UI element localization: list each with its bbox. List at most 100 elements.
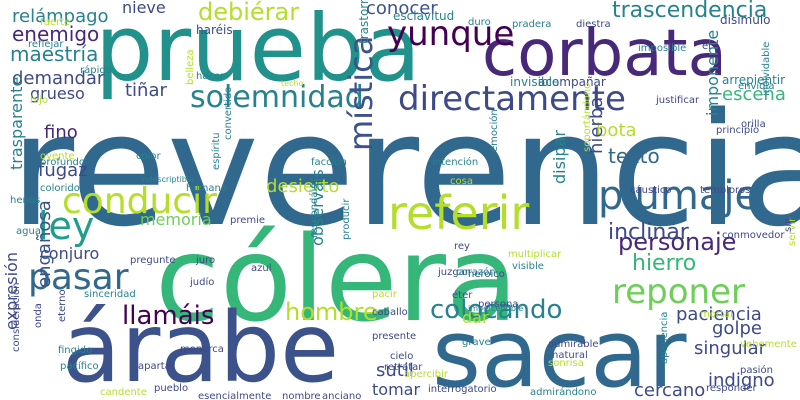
word-68: duro xyxy=(468,17,491,28)
word-81: facción xyxy=(311,157,347,168)
word-116: onda xyxy=(33,303,44,328)
word-0: reverencia xyxy=(10,79,800,261)
word-84: soportándono xyxy=(582,82,593,152)
word-121: presente xyxy=(372,331,417,342)
word-17: hombre xyxy=(285,298,378,326)
word-56: trastorno xyxy=(357,0,371,44)
word-134: interrogatorio xyxy=(428,384,497,395)
word-23: relámpago xyxy=(12,6,109,27)
word-24: maestría xyxy=(10,42,99,66)
word-120: monarca xyxy=(180,344,224,355)
word-48: sutil xyxy=(376,360,414,381)
word-31: escena xyxy=(722,84,786,105)
word-39: conjuro xyxy=(40,244,100,263)
word-106: respondáis xyxy=(309,183,320,238)
word-113: imperceptible xyxy=(468,304,524,313)
word-98: heroico xyxy=(468,269,505,280)
word-71: hijo xyxy=(30,95,49,106)
word-95: cosa xyxy=(450,176,473,187)
word-35: fino xyxy=(44,122,78,143)
word-75: oyente xyxy=(40,151,75,162)
word-126: apariencia xyxy=(659,311,670,364)
word-6: plumaje xyxy=(598,173,760,219)
word-128: responder xyxy=(706,383,757,394)
word-38: memoria xyxy=(140,210,212,229)
word-51: disipar xyxy=(550,130,569,184)
word-83: emoción xyxy=(489,109,500,152)
word-90: henos xyxy=(10,195,41,206)
word-5: corbata xyxy=(482,17,727,91)
word-78: humano xyxy=(186,183,228,194)
word-33: texto xyxy=(608,144,660,168)
word-133: apercibir xyxy=(404,369,449,380)
word-142: sin xyxy=(783,217,794,232)
word-131: cielo xyxy=(390,351,414,362)
word-2: prueba xyxy=(95,0,421,102)
word-124: natural xyxy=(552,350,588,361)
word-1: cólera xyxy=(155,210,519,348)
word-19: yunque xyxy=(387,14,515,54)
word-85: cáustico xyxy=(630,185,672,196)
word-12: personaje xyxy=(618,228,737,256)
word-28: tiñar xyxy=(125,80,167,101)
word-20: trascendencia xyxy=(612,0,768,23)
word-80: convertido xyxy=(223,86,234,140)
word-125: sonrisa xyxy=(548,358,584,369)
word-21: hierro xyxy=(632,251,697,276)
word-92: premie xyxy=(230,215,266,226)
word-47: tomar xyxy=(372,380,421,399)
word-99: rey xyxy=(454,241,470,252)
word-27: grueso xyxy=(30,84,85,103)
word-30: nieve xyxy=(122,0,166,17)
word-107: producir xyxy=(341,198,352,240)
word-104: azul xyxy=(251,263,272,274)
word-70: reflejar xyxy=(28,39,64,50)
word-89: espíritu xyxy=(211,132,222,170)
word-143: techo xyxy=(281,79,304,88)
word-22: debiérar xyxy=(198,0,300,26)
word-55: esclavitud xyxy=(393,9,455,23)
word-123: admirable xyxy=(548,339,599,350)
word-69: fuerte xyxy=(40,17,71,28)
word-109: caballo xyxy=(372,307,408,318)
word-74: hacer xyxy=(196,71,225,82)
word-16: llamáis xyxy=(122,301,215,331)
word-94: juzgar xyxy=(438,267,469,278)
word-77: colorido xyxy=(40,183,80,194)
word-119: fingido xyxy=(58,345,93,356)
word-45: indigno xyxy=(708,370,775,391)
word-96: multiplicar xyxy=(508,249,562,260)
word-66: diestra xyxy=(576,19,611,30)
word-64: disimulo xyxy=(720,13,771,27)
word-141: él xyxy=(702,41,711,52)
word-3: sacar xyxy=(432,300,687,400)
word-13: reponer xyxy=(612,272,745,312)
word-138: esencialmente xyxy=(198,391,272,400)
word-127: pasión xyxy=(740,365,773,376)
word-25: enemigo xyxy=(12,22,100,46)
word-32: inclinar xyxy=(608,220,689,245)
word-7: referir xyxy=(388,186,530,240)
word-49: dar xyxy=(462,308,489,327)
word-76: profundo xyxy=(40,157,86,168)
word-112: persona xyxy=(478,299,519,310)
word-79: color xyxy=(136,151,161,162)
word-82: intención xyxy=(432,157,479,168)
word-34: bota xyxy=(596,120,637,141)
word-60: justificar xyxy=(656,95,700,106)
word-46: cercano xyxy=(634,380,706,400)
word-37: desierto xyxy=(266,176,340,197)
word-144: indescriptible xyxy=(140,175,195,184)
word-61: arrepientir xyxy=(722,73,786,87)
word-110: pacir xyxy=(372,289,397,300)
word-87: orilla xyxy=(741,119,766,130)
word-44: singular xyxy=(694,338,767,359)
word-53: trasparente xyxy=(7,76,26,170)
word-108: sinceridad xyxy=(84,289,136,300)
word-4: árabe xyxy=(62,292,340,400)
word-117: eterno xyxy=(57,289,68,322)
word-97: visible xyxy=(512,261,544,272)
word-135: admirándono xyxy=(530,387,597,398)
word-65: imposible xyxy=(638,43,687,54)
